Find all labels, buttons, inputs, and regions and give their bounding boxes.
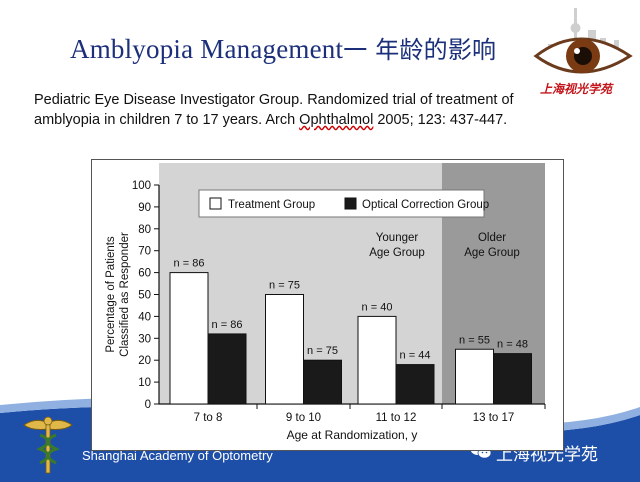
- bar-optical: [493, 353, 532, 405]
- y-tick-label: 20: [138, 355, 151, 367]
- y-tick-label: 0: [145, 399, 151, 411]
- citation: Pediatric Eye Disease Investigator Group…: [34, 90, 594, 130]
- n-label-treatment: n = 55: [459, 334, 490, 346]
- bar-chart: 0 10 20 30 40 50 60 70 80 90 100 Percentage of Pati…: [105, 163, 546, 442]
- slide-title: Amblyopia Management一 年龄的影响: [70, 30, 496, 65]
- n-label-optical: n = 75: [307, 345, 338, 357]
- n-label-treatment: n = 40: [362, 301, 393, 313]
- y-tick-label: 100: [132, 180, 151, 192]
- caduceus-emblem-icon: [20, 415, 76, 477]
- x-tick-label: 9 to 10: [286, 412, 321, 424]
- n-label-treatment: n = 75: [269, 280, 300, 292]
- bar-optical: [303, 359, 342, 405]
- legend-swatch-optical: [344, 197, 357, 210]
- legend-label-treatment: Treatment Group: [228, 199, 315, 211]
- legend-box: [198, 189, 485, 218]
- legend-swatch-treatment: [209, 197, 222, 210]
- y-axis-label-line-1: Percentage of Patients: [105, 236, 117, 353]
- bar-treatment: [169, 272, 209, 405]
- y-tick-label: 30: [138, 333, 151, 345]
- y-tick-label: 50: [138, 290, 151, 302]
- bar-treatment: [265, 294, 304, 405]
- n-label-optical: n = 48: [497, 339, 528, 351]
- logo-caption: 上海视光学苑: [540, 82, 613, 96]
- y-tick-label: 60: [138, 268, 151, 280]
- bar-optical: [395, 364, 435, 405]
- title-chinese: 一 年龄的影响: [343, 36, 497, 64]
- bar-optical: [207, 333, 247, 405]
- n-label-treatment: n = 86: [174, 258, 205, 270]
- citation-line-2-post: 2005; 123: 437-447.: [373, 112, 508, 128]
- bar-treatment: [357, 315, 397, 405]
- x-tick-label: 11 to 12: [376, 412, 417, 424]
- n-label-optical: n = 44: [400, 350, 431, 362]
- x-tick-label: 13 to 17: [473, 412, 515, 424]
- y-tick-label: 90: [138, 202, 151, 214]
- title-english: Amblyopia Management: [70, 34, 344, 64]
- eye-logo-icon: [530, 0, 640, 110]
- chart-container: 0 10 20 30 40 50 60 70 80 90 100 Percentage of Pati…: [91, 159, 564, 451]
- citation-line-1: Pediatric Eye Disease Investigator Group…: [34, 92, 514, 108]
- y-tick-label: 40: [138, 311, 151, 323]
- x-axis-label: Age at Randomization, y: [287, 428, 418, 442]
- y-tick-label: 80: [138, 224, 151, 236]
- n-label-optical: n = 86: [212, 319, 243, 331]
- citation-line-2: amblyopia in children 7 to 17 years. Arc…: [34, 110, 594, 130]
- legend-label-optical: Optical Correction Group: [362, 199, 489, 211]
- x-tick-label: 7 to 8: [194, 412, 223, 424]
- footer-academy-name: Shanghai Academy of Optometry: [82, 448, 273, 463]
- group-label-younger-line-2: Age Group: [369, 247, 425, 259]
- y-tick-label: 10: [138, 377, 151, 389]
- group-label-older-line-1: Older: [478, 232, 506, 244]
- group-label-older-line-2: Age Group: [464, 247, 520, 259]
- y-axis-label-line-2: Classified as Responder: [119, 232, 131, 357]
- citation-journal: Ophthalmol: [299, 112, 374, 128]
- bar-treatment: [455, 348, 494, 405]
- group-label-younger-line-1: Younger: [376, 232, 419, 244]
- y-tick-label: 70: [138, 246, 151, 258]
- citation-line-2-pre: amblyopia in children 7 to 17 years. Arc…: [34, 112, 300, 128]
